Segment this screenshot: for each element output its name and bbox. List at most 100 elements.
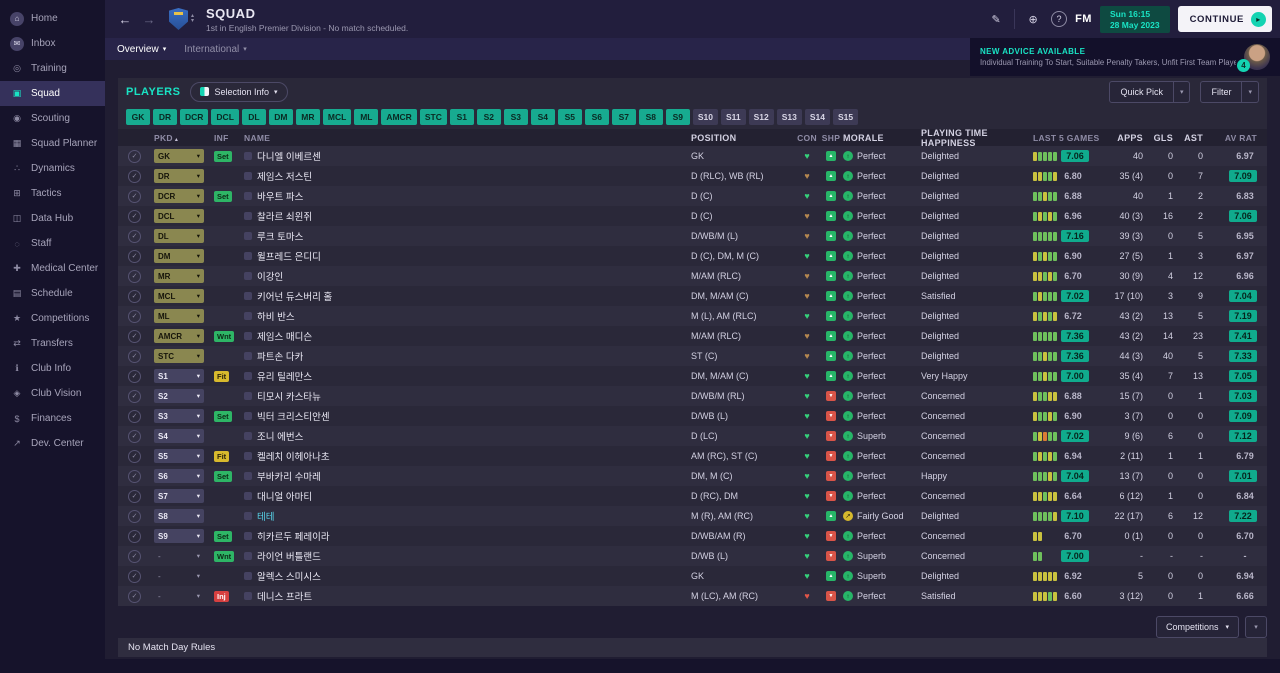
- quick-pick-button[interactable]: Quick Pick ▾: [1109, 80, 1191, 103]
- sidebar-item-medical-center[interactable]: ✚ Medical Center: [0, 256, 105, 281]
- player-select-checkbox[interactable]: ✓: [128, 529, 141, 543]
- position-filter-s1[interactable]: S1: [449, 109, 474, 125]
- player-name[interactable]: 키어넌 듀스버리 홀: [257, 292, 333, 303]
- table-row[interactable]: ✓ S4 ▾ 조니 에번스 D (LC) ♥ ▼ ↑ Superb Concerned 7.02 9 …: [118, 426, 1267, 446]
- picked-position-pill[interactable]: S4 ▾: [154, 429, 204, 443]
- sidebar-item-finances[interactable]: $ Finances: [0, 406, 105, 431]
- picked-position-pill[interactable]: MR ▾: [154, 269, 204, 283]
- table-row[interactable]: ✓ STC ▾ 파트손 다카 ST (C) ♥ ▲ ↑ Perfect Delighted 7.36…: [118, 346, 1267, 366]
- column-header-morale[interactable]: MORALE: [843, 132, 884, 143]
- position-filter-ml[interactable]: ML: [354, 109, 379, 125]
- player-name[interactable]: 하비 반스: [257, 312, 295, 323]
- player-select-checkbox[interactable]: ✓: [128, 369, 141, 383]
- picked-position-pill[interactable]: - ▾: [158, 571, 200, 581]
- assistant-avatar[interactable]: 4: [1237, 44, 1270, 72]
- sidebar-item-home[interactable]: ⌂ Home: [0, 6, 105, 31]
- info-badge[interactable]: Set: [214, 190, 232, 202]
- player-name[interactable]: 켈레치 이헤아나초: [257, 452, 330, 463]
- position-filter-s12[interactable]: S12: [748, 109, 774, 125]
- competitions-dropdown[interactable]: Competitions ▾: [1155, 616, 1239, 638]
- club-switch-chevrons[interactable]: ▴ ▾: [191, 13, 194, 24]
- player-select-checkbox[interactable]: ✓: [128, 489, 141, 503]
- picked-position-pill[interactable]: S2 ▾: [154, 389, 204, 403]
- picked-position-pill[interactable]: S1 ▾: [154, 369, 204, 383]
- expand-button[interactable]: ▾: [1245, 616, 1267, 638]
- position-filter-s2[interactable]: S2: [476, 109, 501, 125]
- picked-position-pill[interactable]: ML ▾: [154, 309, 204, 323]
- sidebar-item-squad-planner[interactable]: ▦ Squad Planner: [0, 131, 105, 156]
- position-filter-s11[interactable]: S11: [720, 109, 746, 125]
- sidebar-item-scouting[interactable]: ◉ Scouting: [0, 106, 105, 131]
- position-filter-dm[interactable]: DM: [268, 109, 293, 125]
- player-name[interactable]: 제임스 매디슨: [257, 332, 313, 343]
- picked-position-pill[interactable]: - ▾: [158, 551, 200, 561]
- table-row[interactable]: ✓ DM ▾ 윌프레드 은디디 D (C), DM, M (C) ♥ ▲ ↑ Perfect De…: [118, 246, 1267, 266]
- player-select-checkbox[interactable]: ✓: [128, 169, 141, 183]
- player-select-checkbox[interactable]: ✓: [128, 549, 141, 563]
- table-row[interactable]: ✓ S5 ▾ Fit 켈레치 이헤아나초 AM (RC), ST (C) ♥ ▼ ↑ Perfec…: [118, 446, 1267, 466]
- player-select-checkbox[interactable]: ✓: [128, 569, 141, 583]
- player-select-checkbox[interactable]: ✓: [128, 449, 141, 463]
- table-row[interactable]: ✓ DCR ▾ Set 바우트 파스 D (C) ♥ ▲ ↑ Perfect Delighted 6.…: [118, 186, 1267, 206]
- position-filter-gk[interactable]: GK: [126, 109, 150, 125]
- sidebar-item-club-vision[interactable]: ◈ Club Vision: [0, 381, 105, 406]
- continue-button[interactable]: CONTINUE ▸: [1177, 6, 1272, 32]
- position-filter-s6[interactable]: S6: [584, 109, 609, 125]
- picked-position-pill[interactable]: STC ▾: [154, 349, 204, 363]
- world-icon[interactable]: ⊕: [1028, 13, 1038, 26]
- player-select-checkbox[interactable]: ✓: [128, 309, 141, 323]
- table-row[interactable]: ✓ S7 ▾ 대니얼 아마티 D (RC), DM ♥ ▼ ↑ Perfect Concerned…: [118, 486, 1267, 506]
- sidebar-item-training[interactable]: ◎ Training: [0, 56, 105, 81]
- sidebar-item-data-hub[interactable]: ◫ Data Hub: [0, 206, 105, 231]
- player-name[interactable]: 루크 토마스: [257, 232, 304, 243]
- info-badge[interactable]: Set: [214, 410, 232, 422]
- fm-logo[interactable]: FM: [1075, 13, 1092, 25]
- info-badge[interactable]: Set: [214, 150, 232, 162]
- position-filter-stc[interactable]: STC: [419, 109, 447, 125]
- edit-pencil-icon[interactable]: ✎: [991, 13, 1001, 26]
- table-row[interactable]: ✓ GK ▾ Set 다니엘 이베르센 GK ♥ ▲ ↑ Perfect Delighted 7.06…: [118, 146, 1267, 166]
- info-badge[interactable]: Fit: [214, 370, 230, 382]
- player-select-checkbox[interactable]: ✓: [128, 429, 141, 443]
- filter-button[interactable]: Filter ▾: [1200, 80, 1259, 103]
- sidebar-item-dynamics[interactable]: ∴ Dynamics: [0, 156, 105, 181]
- info-badge[interactable]: Set: [214, 530, 232, 542]
- picked-position-pill[interactable]: S8 ▾: [154, 509, 204, 523]
- sidebar-item-competitions[interactable]: ★ Competitions: [0, 306, 105, 331]
- player-select-checkbox[interactable]: ✓: [128, 349, 141, 363]
- picked-position-pill[interactable]: S9 ▾: [154, 529, 204, 543]
- chevron-down-icon[interactable]: ▾: [1172, 81, 1190, 102]
- forward-arrow-icon[interactable]: →: [142, 11, 156, 27]
- position-filter-dcl[interactable]: DCL: [211, 109, 239, 125]
- player-select-checkbox[interactable]: ✓: [128, 409, 141, 423]
- player-select-checkbox[interactable]: ✓: [128, 269, 141, 283]
- table-header[interactable]: PKD ▴ INF NAME POSITION CON SHP MORALE PLAYING T…: [118, 128, 1267, 148]
- selection-info-dropdown[interactable]: Selection Info ▾: [190, 81, 288, 102]
- table-row[interactable]: ✓ S3 ▾ Set 빅터 크리스티안센 D/WB (L) ♥ ▼ ↑ Perfect Concer…: [118, 406, 1267, 426]
- picked-position-pill[interactable]: S7 ▾: [154, 489, 204, 503]
- column-header-con[interactable]: CON: [797, 132, 817, 143]
- column-header-gls[interactable]: GLS: [1153, 132, 1173, 143]
- position-filter-dr[interactable]: DR: [153, 109, 177, 125]
- table-row[interactable]: ✓ ML ▾ 하비 반스 M (L), AM (RLC) ♥ ▲ ↑ Perfect Deligh…: [118, 306, 1267, 326]
- table-row[interactable]: ✓ S1 ▾ Fit 유리 틸레만스 DM, M/AM (C) ♥ ▲ ↑ Perfect Very…: [118, 366, 1267, 386]
- player-name[interactable]: 테테: [257, 512, 275, 523]
- table-row[interactable]: ✓ AMCR ▾ Wnt 제임스 매디슨 M/AM (RLC) ♥ ▲ ↑ Perfect Deli…: [118, 326, 1267, 346]
- player-name[interactable]: 이강인: [257, 272, 284, 283]
- help-icon[interactable]: ?: [1051, 11, 1068, 27]
- table-row[interactable]: ✓ DCL ▾ 찰라르 쇠윈쥐 D (C) ♥ ▲ ↑ Perfect Delighted 6.96…: [118, 206, 1267, 226]
- player-name[interactable]: 히카르두 페레이라: [257, 532, 330, 543]
- player-name[interactable]: 라이언 버틀랜드: [257, 552, 321, 563]
- player-name[interactable]: 조니 에번스: [257, 432, 304, 443]
- table-row[interactable]: ✓ S9 ▾ Set 히카르두 페레이라 D/WB/AM (R) ♥ ▼ ↑ Perfect Con…: [118, 526, 1267, 546]
- back-arrow-icon[interactable]: ←: [118, 11, 132, 27]
- table-row[interactable]: ✓ S8 ▾ 테테 M (R), AM (RC) ♥ ▲ ↗ Fairly Good Deligh…: [118, 506, 1267, 526]
- table-row[interactable]: ✓ DL ▾ 루크 토마스 D/WB/M (L) ♥ ▲ ↑ Perfect Delighted 7…: [118, 226, 1267, 246]
- sidebar-item-schedule[interactable]: ▤ Schedule: [0, 281, 105, 306]
- player-select-checkbox[interactable]: ✓: [128, 289, 141, 303]
- info-badge[interactable]: Wnt: [214, 550, 235, 562]
- picked-position-pill[interactable]: S3 ▾: [154, 409, 204, 423]
- tab-overview[interactable]: Overview ▾: [117, 44, 166, 55]
- sidebar-item-club-info[interactable]: ℹ Club Info: [0, 356, 105, 381]
- picked-position-pill[interactable]: S6 ▾: [154, 469, 204, 483]
